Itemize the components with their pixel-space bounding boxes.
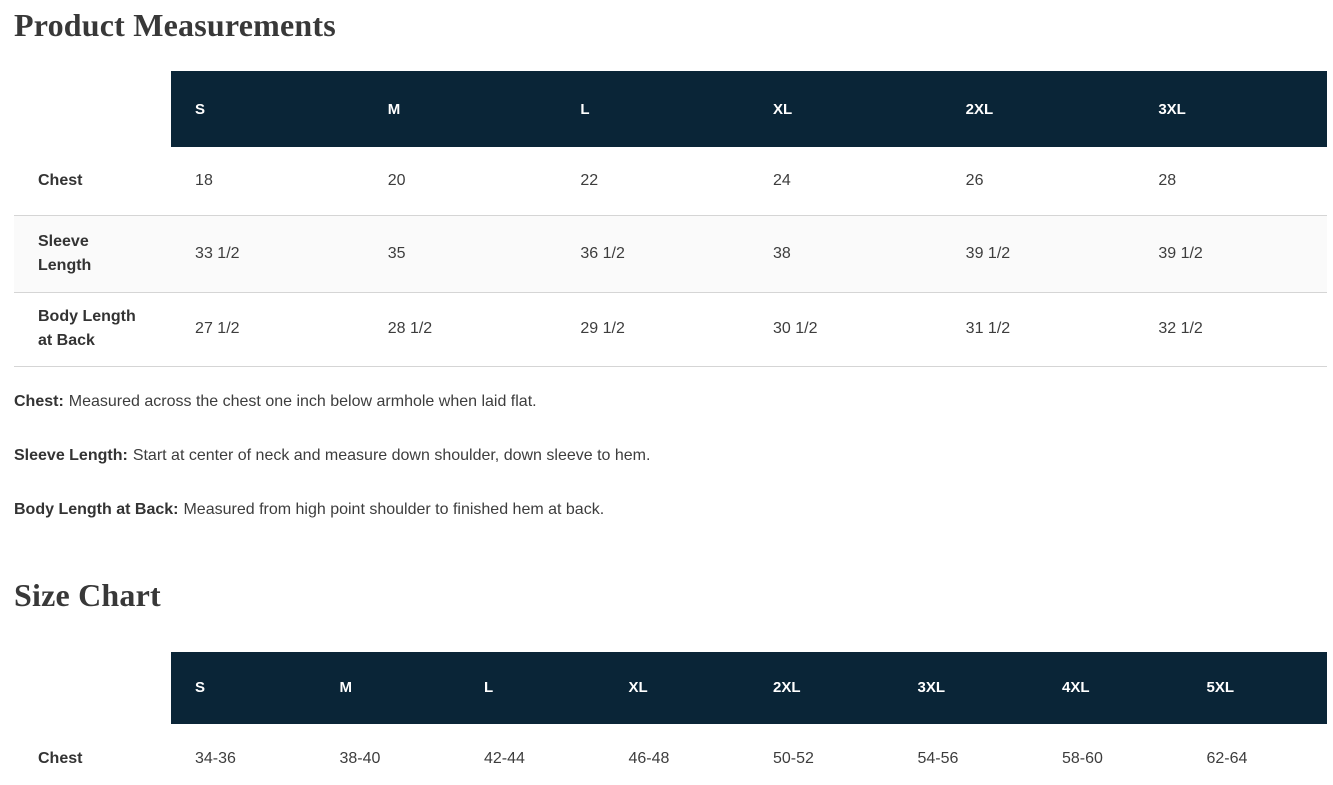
measurement-cell: 62-64 [1206,750,1248,768]
size-column-header-4xl: 4XL [1038,651,1183,724]
size-column-header-m: M [315,651,460,724]
measurement-cell: 38 [773,244,791,262]
size-column-header-xl: XL [749,71,942,147]
measurement-cell: 54-56 [917,750,959,768]
header-corner-cell [14,651,171,724]
row-label-sleeve-length: Sleeve Length [38,232,92,274]
size-column-header-2xl: 2XL [749,651,894,724]
measurement-cell: 18 [195,171,213,189]
measurement-cell: 34-36 [195,750,236,768]
measurement-cell: 58-60 [1062,750,1103,768]
table-row-chest: Chest 34-36 38-40 42-44 46-48 50-52 54-5… [14,724,1327,785]
measurement-cell: 33 1/2 [195,244,240,262]
definition-term: Sleeve Length: [14,446,128,464]
row-label-body-length-at-back: Body Length at Back [38,308,136,349]
table-row-chest: Chest 18 20 22 24 26 28 [14,147,1327,215]
measurement-cell: 22 [580,171,599,189]
size-column-header-3xl: 3XL [893,651,1038,724]
size-column-header-l: L [460,651,605,724]
measurement-cell: 36 1/2 [580,244,625,262]
size-column-header-xl: XL [604,651,749,724]
measurement-cell: 38-40 [339,750,381,768]
measurement-cell: 28 1/2 [387,320,433,337]
measurement-cell: 39 1/2 [965,244,1011,262]
measurement-definitions: Chest: Measured across the chest one inch… [14,390,1327,522]
size-header-row: S M L XL 2XL 3XL [14,71,1327,147]
measurement-cell: 35 [387,244,406,262]
measurement-cell: 31 1/2 [965,320,1011,337]
definition-chest: Chest: Measured across the chest one inch… [14,390,1327,414]
definition-term: Body Length at Back: [14,500,179,518]
definition-body-length-at-back: Body Length at Back: Measured from high p… [14,498,1327,522]
size-column-header-5xl: 5XL [1182,651,1327,724]
header-corner-cell [14,71,172,147]
measurement-cell: 28 [1158,171,1177,189]
size-column-header-s: S [171,651,316,724]
measurement-cell: 24 [773,171,791,189]
measurement-cell: 32 1/2 [1158,320,1203,337]
size-column-header-m: M [363,71,557,147]
definition-text: Measured from high point shoulder to fin… [183,500,605,518]
measurement-cell: 50-52 [773,750,814,768]
table-row-sleeve-length: Sleeve Length 33 1/2 35 36 1/2 38 39 1/2… [14,215,1327,292]
measurement-cell: 42-44 [484,750,525,768]
definition-sleeve-length: Sleeve Length: Start at center of neck an… [14,444,1327,468]
measurement-cell: 29 1/2 [580,320,625,337]
product-measurements-table: S M L XL 2XL 3XL Chest 18 20 22 24 26 28… [14,71,1327,367]
size-chart-table: S M L XL 2XL 3XL 4XL 5XL Chest 34-36 38-… [14,651,1327,785]
definition-text: Measured across the chest one inch below… [68,392,537,410]
size-column-header-s: S [171,71,364,147]
size-column-header-2xl: 2XL [941,71,1135,147]
table-row-body-length-at-back: Body Length at Back 27 1/2 28 1/2 29 1/2… [14,292,1327,366]
measurement-cell: 27 1/2 [195,320,240,337]
definition-text: Start at center of neck and measure down… [132,446,651,464]
size-column-header-3xl: 3XL [1134,71,1327,147]
measurement-cell: 20 [387,171,406,189]
product-measurements-title: Product Measurements [14,7,336,43]
size-column-header-l: L [556,71,750,147]
row-label-chest: Chest [38,750,83,768]
measurement-cell: 30 1/2 [773,320,818,337]
size-chart-title: Size Chart [14,576,161,613]
measurement-cell: 46-48 [628,750,670,768]
size-header-row: S M L XL 2XL 3XL 4XL 5XL [14,651,1327,724]
row-label-chest: Chest [38,171,83,189]
definition-term: Chest: [14,392,64,410]
measurement-cell: 39 1/2 [1158,244,1203,262]
measurement-cell: 26 [965,171,984,189]
